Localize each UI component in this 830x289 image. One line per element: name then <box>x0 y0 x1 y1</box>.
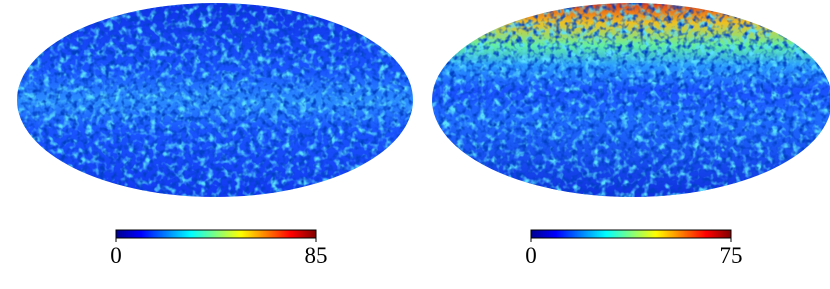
colorbar-scale <box>530 229 732 239</box>
colorbar-tick-label: 0 <box>110 243 122 268</box>
sky-map <box>432 3 830 197</box>
sky-map <box>17 3 413 197</box>
colorbar: 0 75 <box>525 229 743 268</box>
map-texture <box>17 3 413 197</box>
map-texture <box>432 3 830 197</box>
colorbar: 0 85 <box>110 229 328 268</box>
colorbar-scale <box>115 229 317 239</box>
colorbar-tick-label: 75 <box>720 243 743 268</box>
colorbar-tick-label: 85 <box>305 243 328 268</box>
colorbar-tick-label: 0 <box>525 243 537 268</box>
